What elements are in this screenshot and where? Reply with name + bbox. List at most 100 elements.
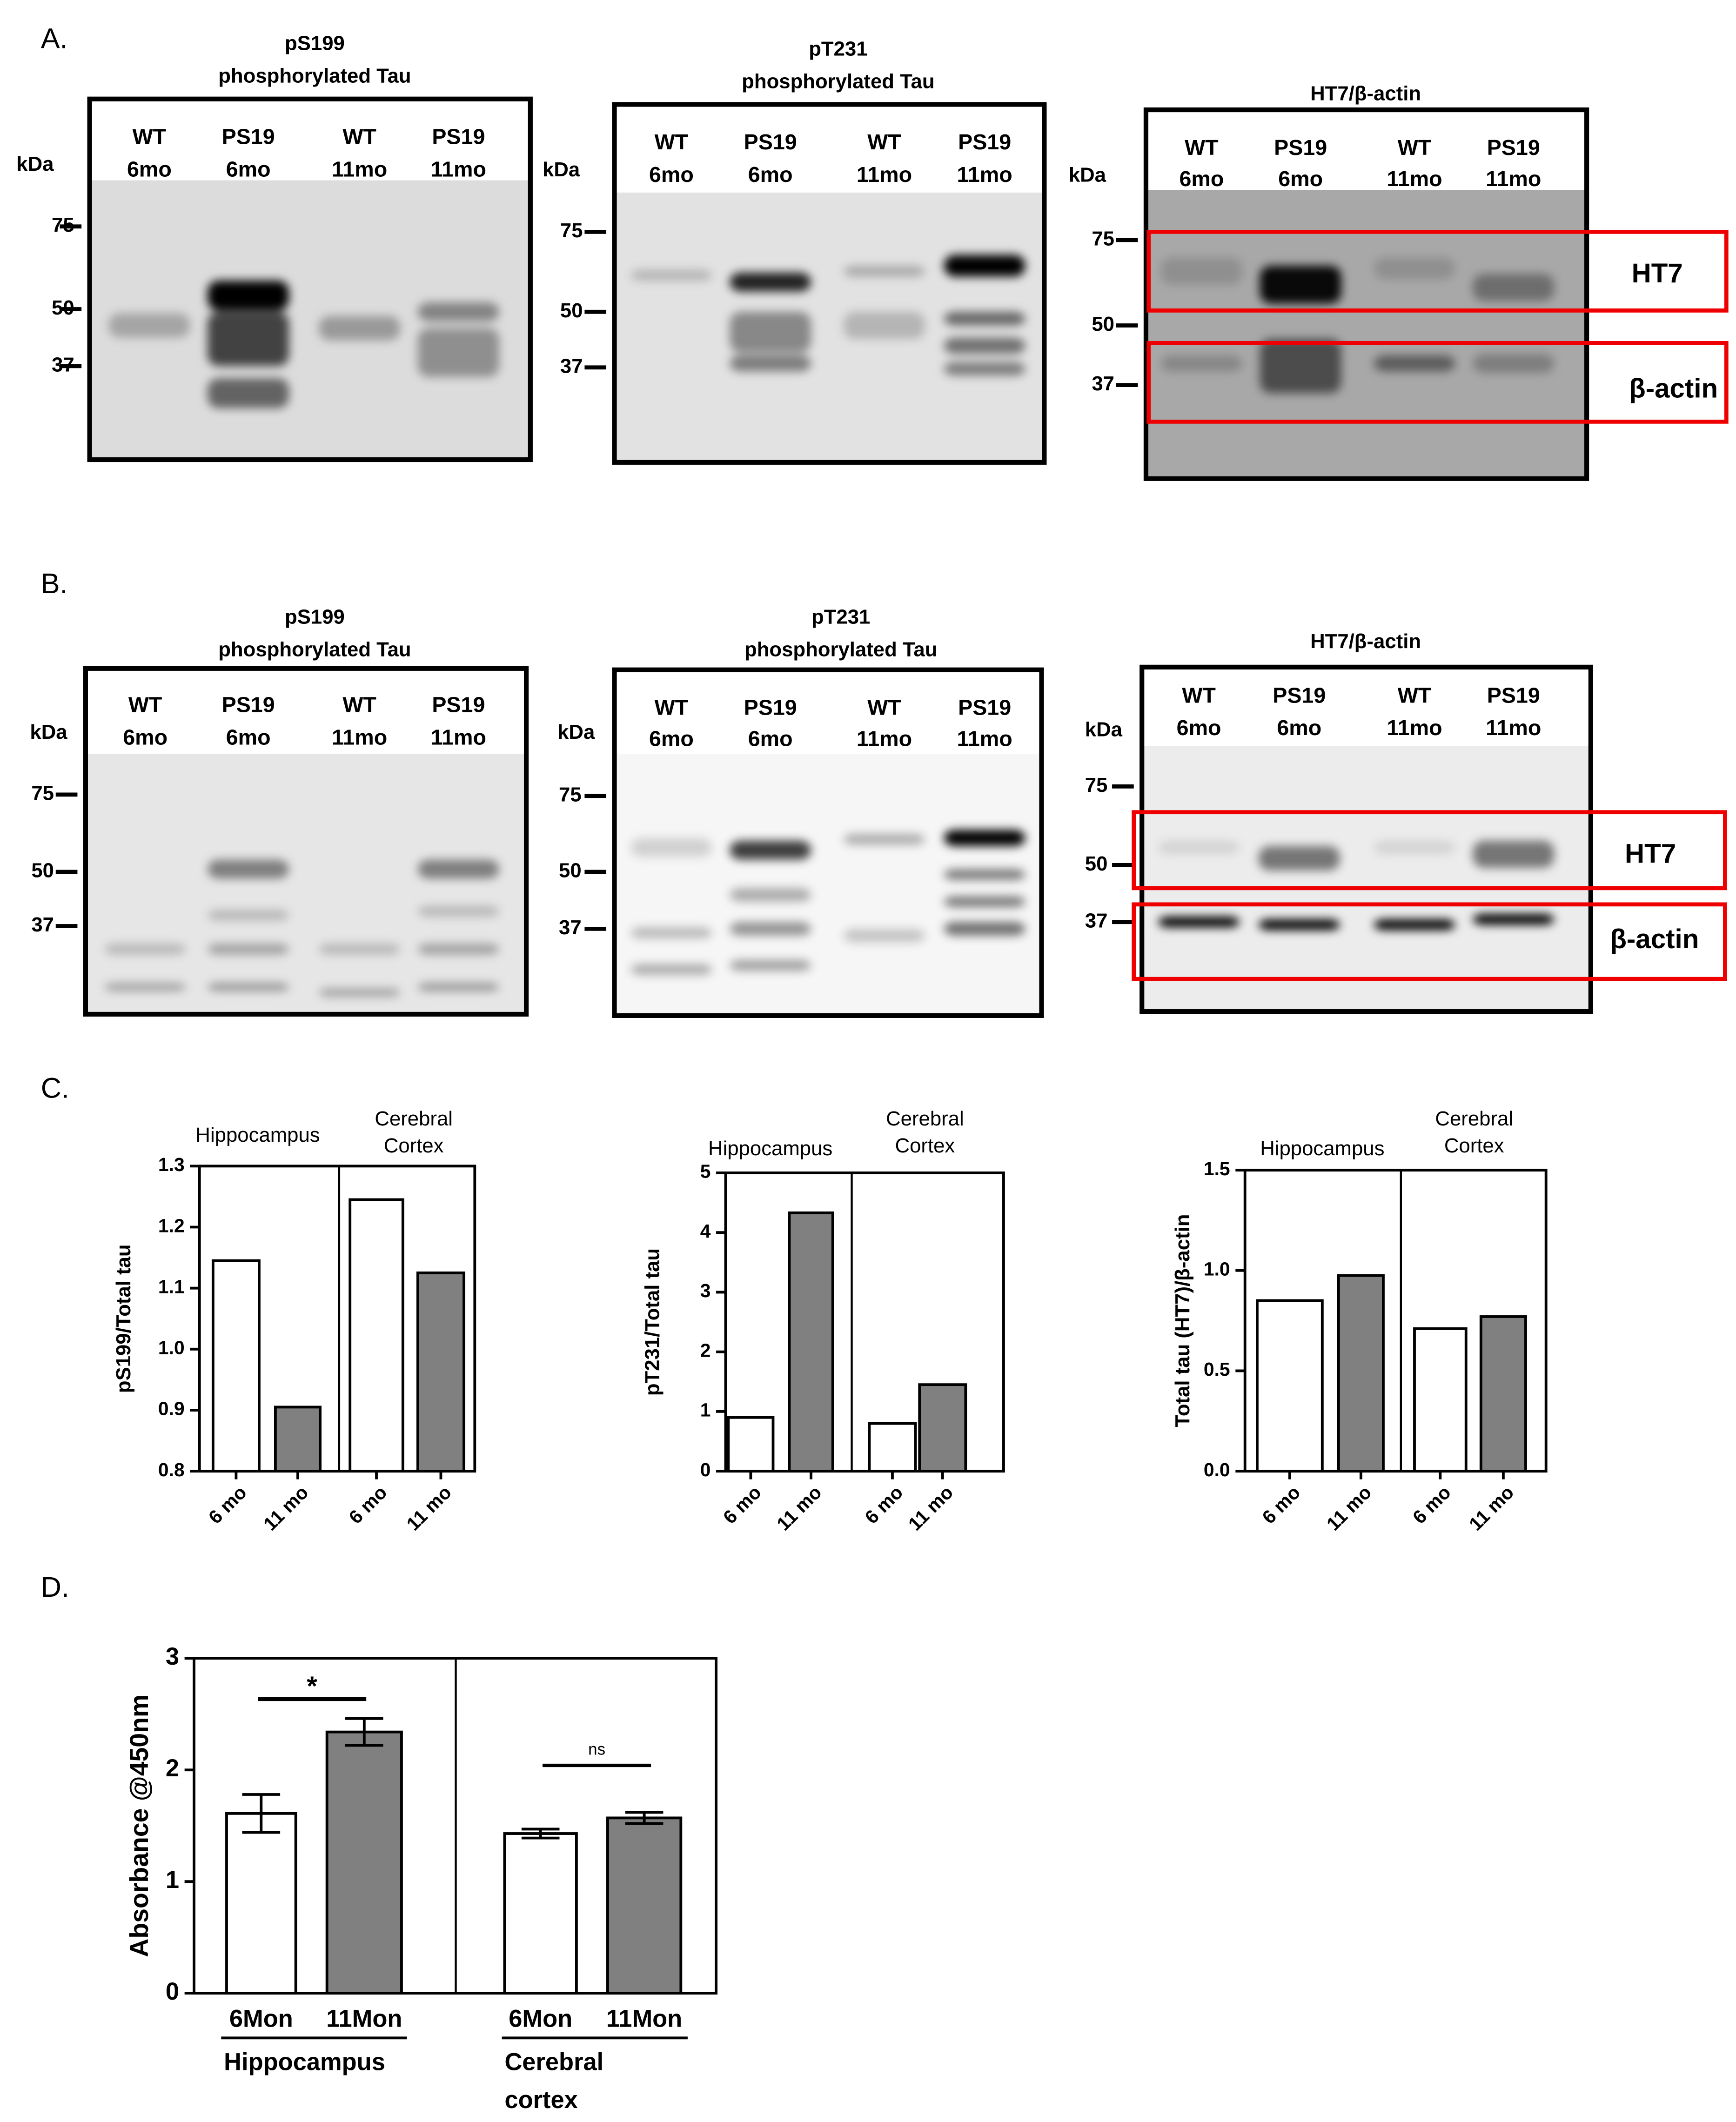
x-tick-label: 6 mo [719, 1481, 765, 1528]
marker-label: 37 [1092, 372, 1114, 395]
y-tick-label: 2 [166, 1755, 179, 1782]
panel-label: A. [41, 23, 68, 54]
group-label: Cortex [384, 1134, 444, 1157]
bar [788, 1211, 834, 1473]
lane-label: 11mo [957, 162, 1012, 187]
bar [1479, 1315, 1527, 1473]
bands [108, 281, 499, 408]
band [417, 328, 499, 377]
lane-label: PS19 [222, 125, 275, 149]
band [208, 910, 289, 921]
band [1260, 266, 1341, 304]
lane-label: 6mo [226, 157, 271, 181]
gel-background [1142, 745, 1591, 1012]
box-label: β-actin [1629, 374, 1718, 404]
bar [349, 1198, 404, 1473]
lane-label: PS19 [222, 693, 275, 717]
blot-title: pT231 [811, 606, 870, 629]
band [1258, 846, 1340, 871]
band [630, 964, 712, 975]
band [1374, 355, 1455, 372]
y-tick-label: 1.0 [158, 1337, 185, 1359]
gel-background [614, 192, 1045, 462]
band [730, 960, 811, 971]
blot-frame [612, 102, 1047, 465]
bar [918, 1383, 967, 1473]
group-label: Hippocampus [224, 2049, 385, 2076]
band [944, 922, 1026, 936]
plot-frame [1243, 1169, 1548, 1473]
band [1473, 354, 1555, 373]
x-tick-label: 11 mo [1465, 1481, 1518, 1534]
marker-label: 75 [31, 782, 54, 804]
kda-label: kDa [543, 158, 580, 181]
group-label: Cortex [1444, 1134, 1504, 1157]
y-tick-label: 1 [700, 1399, 711, 1421]
y-tick-label: 1.3 [158, 1154, 185, 1175]
bands [630, 830, 1026, 975]
y-tick-label: 1.1 [158, 1276, 185, 1297]
annotation: * [307, 1671, 317, 1701]
lane-label: PS19 [1487, 683, 1540, 707]
y-tick-label: 0.8 [158, 1459, 185, 1480]
blot-frame [87, 96, 533, 462]
y-tick-label: 0 [166, 1978, 179, 2005]
y-tick-label: 1.5 [1204, 1158, 1230, 1179]
lane-label: WT [1185, 135, 1218, 160]
highlight-box [1146, 229, 1729, 313]
band [1161, 355, 1242, 372]
lane-label: 11mo [1486, 716, 1541, 740]
bands [1161, 257, 1555, 394]
bands [104, 859, 499, 997]
marker-label: 50 [31, 859, 54, 882]
band [1473, 914, 1555, 925]
group-label: Cerebral [375, 1107, 453, 1130]
band [630, 269, 712, 281]
kda-label: kDa [557, 721, 595, 743]
y-tick-label: 0.5 [1204, 1359, 1230, 1380]
lane-label: WT [867, 696, 901, 720]
band [730, 840, 811, 860]
band [844, 929, 925, 943]
lane-label: WT [655, 696, 689, 720]
band [208, 378, 289, 408]
band [1374, 919, 1455, 930]
lane-label: 6mo [127, 157, 172, 181]
lane-label: 11mo [1486, 167, 1541, 191]
band [944, 254, 1026, 277]
band [104, 983, 186, 991]
blot-title: pS199 [285, 606, 345, 629]
blot-frame [612, 667, 1044, 1018]
blot-frame [83, 666, 529, 1017]
group-label: Cerebral [886, 1107, 964, 1130]
bar [503, 1832, 578, 1995]
x-tick-label: 11 mo [1322, 1481, 1375, 1534]
lane-label: 11mo [431, 725, 486, 750]
x-tick-label: 6Mon [229, 2005, 293, 2032]
y-tick-label: 1 [166, 1867, 179, 1894]
marker-label: 37 [559, 916, 582, 939]
lane-label: 11mo [332, 725, 387, 750]
band [1473, 274, 1555, 301]
band [1161, 257, 1242, 285]
x-tick-label: 6 mo [1408, 1481, 1455, 1528]
blot-title: phosphorylated Tau [218, 65, 411, 87]
band [730, 272, 811, 292]
bar [1337, 1274, 1385, 1473]
band [844, 834, 925, 845]
lane-label: WT [342, 125, 376, 149]
lane-label: WT [867, 130, 901, 154]
lane-label: PS19 [744, 696, 797, 720]
lane-label: PS19 [432, 693, 485, 717]
marker-label: 75 [1085, 774, 1108, 797]
lane-label: WT [133, 125, 166, 149]
y-tick-label: 3 [166, 1643, 179, 1670]
x-tick-label: 11 mo [772, 1481, 825, 1534]
kda-label: kDa [1069, 163, 1106, 186]
band [944, 312, 1026, 326]
band [944, 896, 1026, 907]
box-label: β-actin [1610, 924, 1699, 954]
bar [211, 1259, 261, 1473]
band [208, 983, 289, 991]
